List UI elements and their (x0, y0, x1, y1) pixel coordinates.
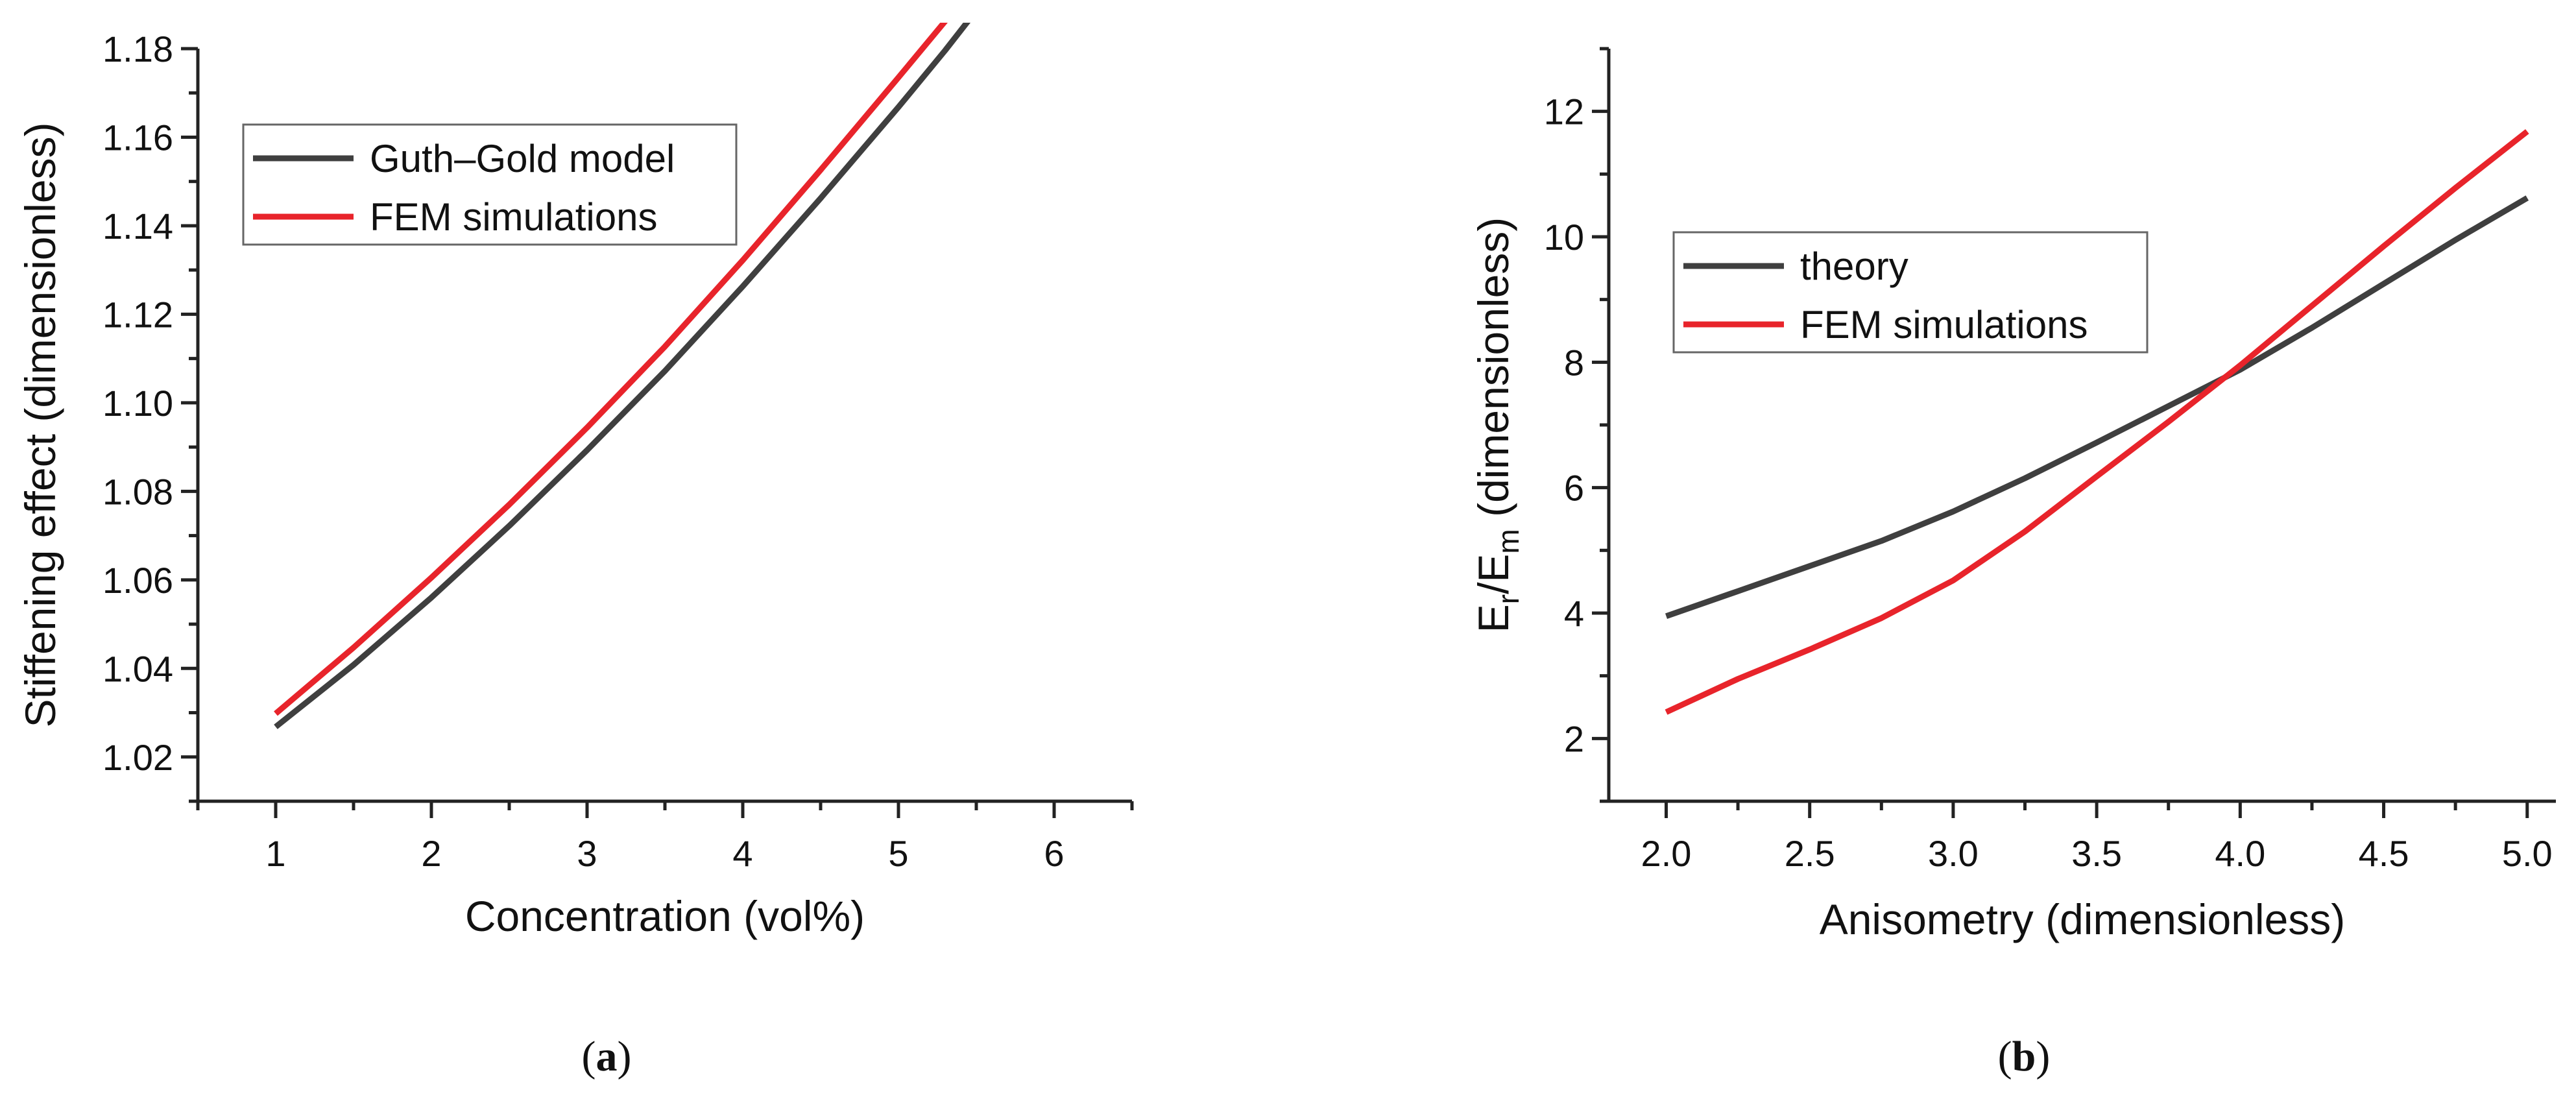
chart-panel-b: 2.0 2.5 3.0 3.5 4.0 4.5 5.0 2 4 6 8 10 12 theory FEM s… (1469, 47, 2556, 1080)
legend-label: FEM simulations (1800, 303, 2088, 346)
x-tick-label: 4.5 (2359, 833, 2409, 874)
legend (242, 123, 738, 246)
x-tick-label: 4 (732, 833, 752, 874)
y-axis-label: Stiffening effect (dimensionless) (16, 122, 64, 727)
panel-label: (a) (582, 1033, 632, 1080)
x-axis-label: Concentration (vol%) (465, 892, 865, 940)
legend-label: FEM simulations (370, 195, 657, 239)
series-line-fem (274, 23, 948, 716)
y-tick-label: 1.12 (102, 294, 173, 335)
x-tick-label: 2.0 (1641, 833, 1692, 874)
legend-label: Guth–Gold model (370, 137, 675, 180)
series-line-theory (274, 23, 971, 729)
y-tick-label: 1.10 (102, 383, 173, 424)
y-tick-label: 4 (1564, 593, 1584, 634)
y-tick-label: 6 (1564, 468, 1584, 509)
y-axis-label: Er/Em (dimensionless) (1469, 217, 1525, 633)
y-tick-label: 1.16 (102, 117, 173, 158)
x-tick-label: 2.5 (1785, 833, 1835, 874)
y-tick-label: 1.02 (102, 737, 173, 778)
y-tick-label: 10 (1544, 217, 1584, 258)
chart-panel-a: 1 2 3 4 5 6 1.02 1.04 1.06 1.08 1.10 1.12 1.14 1.16 1.… (16, 23, 1134, 1080)
x-tick-label: 3.5 (2071, 833, 2122, 874)
x-tick-label: 1 (265, 833, 285, 874)
y-tick-label: 1.04 (102, 648, 173, 689)
y-tick-label: 1.06 (102, 560, 173, 601)
panel-label: (b) (1998, 1033, 2051, 1080)
y-tick-label: 12 (1544, 91, 1584, 132)
series-line-fem (1665, 129, 2529, 715)
y-tick-label: 1.08 (102, 471, 173, 512)
x-tick-label: 5.0 (2502, 833, 2553, 874)
series-line-theory (1665, 195, 2529, 620)
x-tick-label: 5 (888, 833, 908, 874)
x-tick-label: 3 (577, 833, 597, 874)
x-tick-label: 3.0 (1928, 833, 1979, 874)
x-tick-label: 4.0 (2215, 833, 2265, 874)
y-tick-label: 8 (1564, 342, 1584, 383)
legend-label: theory (1800, 245, 1908, 288)
y-tick-label: 1.14 (102, 206, 173, 247)
legend (1672, 231, 2149, 354)
y-tick-label: 2 (1564, 718, 1584, 759)
x-tick-label: 2 (421, 833, 441, 874)
x-tick-label: 6 (1044, 833, 1064, 874)
x-axis-label: Anisometry (dimensionless) (1820, 895, 2346, 943)
y-tick-label: 1.18 (102, 29, 173, 69)
